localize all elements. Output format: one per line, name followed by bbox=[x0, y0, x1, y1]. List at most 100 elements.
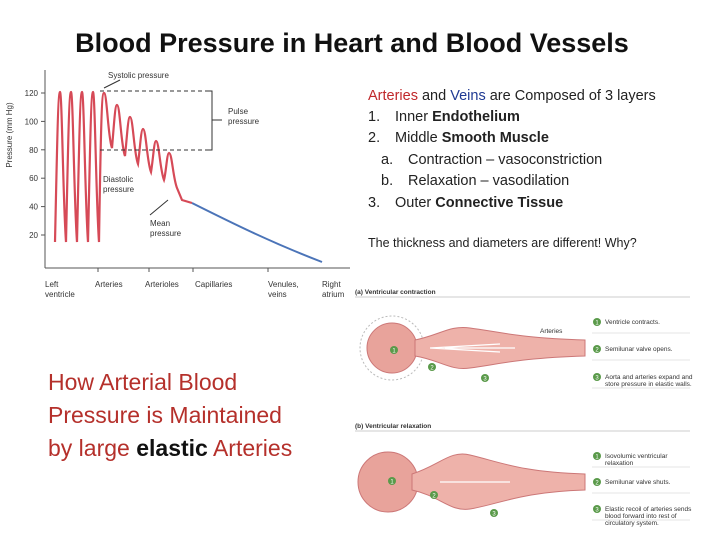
item-bold: Connective Tissue bbox=[435, 195, 563, 211]
vessel-label: Arteries bbox=[540, 328, 563, 335]
slide-title: Blood Pressure in Heart and Blood Vessel… bbox=[75, 28, 629, 58]
step-number: 1 bbox=[595, 454, 599, 460]
annotation: Systolic pressure bbox=[108, 71, 169, 80]
step-text: store pressure in elastic walls. bbox=[605, 381, 692, 388]
step-badge bbox=[593, 345, 601, 353]
and-word: and bbox=[418, 88, 450, 104]
callout-badge bbox=[430, 491, 438, 499]
layer-item: 2. Middle Smooth Muscle bbox=[368, 130, 549, 146]
caption-part: by large bbox=[48, 435, 136, 461]
callout-number: 2 bbox=[430, 365, 434, 371]
layer-item: 1. Inner Endothelium bbox=[368, 109, 520, 125]
region-label: ventricle bbox=[45, 290, 75, 299]
marker: b. bbox=[381, 173, 393, 189]
callout-badge bbox=[388, 477, 396, 485]
step-badge bbox=[593, 373, 601, 381]
systolic-ref bbox=[100, 90, 212, 151]
caption-line: by large elastic Arteries bbox=[48, 435, 292, 461]
item-text: Middle bbox=[395, 130, 442, 146]
sub-item: b. Relaxation – vasodilation bbox=[381, 173, 569, 189]
sub-item: a. Contraction – vasoconstriction bbox=[381, 152, 602, 168]
region-label: Left bbox=[45, 280, 59, 289]
panel-title: (a) Ventricular contraction bbox=[355, 289, 436, 296]
step-badge bbox=[593, 452, 601, 460]
y-tick-label: 40 bbox=[29, 203, 38, 212]
veins-word: Veins bbox=[450, 88, 485, 104]
region-label: Capillaries bbox=[195, 280, 232, 289]
heading-rest: are Composed of 3 layers bbox=[486, 88, 656, 104]
step-text: Ventricle contracts. bbox=[605, 319, 660, 326]
item-text: Inner bbox=[395, 109, 432, 125]
annotation: pressure bbox=[228, 117, 260, 126]
annotation: Diastolic bbox=[103, 175, 133, 184]
pulse-bracket bbox=[205, 90, 222, 151]
region-label: Right bbox=[322, 280, 341, 289]
callout-badge bbox=[490, 509, 498, 517]
step-text: Elastic recoil of arteries sends bbox=[605, 506, 692, 513]
layers-text: Arteries and Veins are Composed of 3 lay… bbox=[368, 88, 656, 250]
region-label: veins bbox=[268, 290, 287, 299]
step-number: 2 bbox=[595, 480, 599, 486]
caption: How Arterial Blood Pressure is Maintaine… bbox=[48, 369, 292, 461]
region-label: Venules, bbox=[268, 280, 299, 289]
marker: 2. bbox=[368, 130, 380, 146]
ventricle bbox=[357, 451, 419, 513]
region-label: Arteries bbox=[95, 280, 123, 289]
y-tick-label: 60 bbox=[29, 174, 38, 183]
caption-bold: elastic bbox=[136, 435, 208, 461]
y-tick-label: 20 bbox=[29, 231, 38, 240]
step-text: Aorta and arteries expand and bbox=[605, 374, 693, 381]
y-tick-label: 120 bbox=[25, 89, 39, 98]
pointer bbox=[103, 79, 169, 216]
callout-number: 1 bbox=[390, 479, 394, 485]
callout-badge bbox=[390, 346, 398, 354]
flow-arrows bbox=[429, 343, 515, 353]
pressure-wave bbox=[53, 90, 193, 243]
annotation: Mean bbox=[150, 219, 170, 228]
step-badge bbox=[593, 478, 601, 486]
step-number: 2 bbox=[595, 347, 599, 353]
step-text: circulatory system. bbox=[605, 520, 659, 527]
step-text: Isovolumic ventricular bbox=[605, 453, 668, 460]
y-tick-label: 80 bbox=[29, 146, 38, 155]
item-bold: Smooth Muscle bbox=[442, 130, 549, 146]
layer-item: 3. Outer Connective Tissue bbox=[368, 195, 563, 211]
panel-title: (b) Ventricular relaxation bbox=[355, 423, 431, 430]
item-text: Outer bbox=[395, 195, 435, 211]
step-badge bbox=[593, 318, 601, 326]
region-label: atrium bbox=[322, 290, 345, 299]
callout-badge bbox=[428, 363, 436, 371]
region-label: Arterioles bbox=[145, 280, 179, 289]
note: The thickness and diameters are differen… bbox=[368, 236, 637, 250]
item-text: Contraction – vasoconstriction bbox=[408, 152, 602, 168]
step-text: relaxation bbox=[605, 460, 634, 467]
y-tick-label: 100 bbox=[25, 117, 39, 126]
venous-pressure bbox=[191, 202, 323, 263]
y-axis-label: Pressure (mm Hg) bbox=[5, 102, 14, 168]
arteries-word: Arteries bbox=[368, 88, 418, 104]
marker: 3. bbox=[368, 195, 380, 211]
marker: 1. bbox=[368, 109, 380, 125]
callout-number: 3 bbox=[483, 376, 487, 382]
marker: a. bbox=[381, 152, 393, 168]
annotation: Pulse bbox=[228, 107, 249, 116]
step-text: blood forward into rest of bbox=[605, 513, 677, 520]
step-number: 1 bbox=[595, 320, 599, 326]
caption-part: Arteries bbox=[208, 435, 292, 461]
step-number: 3 bbox=[595, 375, 599, 381]
callout-badge bbox=[481, 374, 489, 382]
annotation: pressure bbox=[103, 185, 135, 194]
step-text: Semilunar valve opens. bbox=[605, 346, 673, 353]
callout-number: 1 bbox=[392, 348, 396, 354]
step-badge bbox=[593, 505, 601, 513]
caption-line: Pressure is Maintained bbox=[48, 402, 282, 428]
heading: Arteries and Veins are Composed of 3 lay… bbox=[368, 88, 656, 104]
item-text: Relaxation – vasodilation bbox=[408, 173, 569, 189]
caption-line: How Arterial Blood bbox=[48, 369, 237, 395]
callout-number: 2 bbox=[432, 493, 436, 499]
step-number: 3 bbox=[595, 507, 599, 513]
item-bold: Endothelium bbox=[432, 109, 520, 125]
